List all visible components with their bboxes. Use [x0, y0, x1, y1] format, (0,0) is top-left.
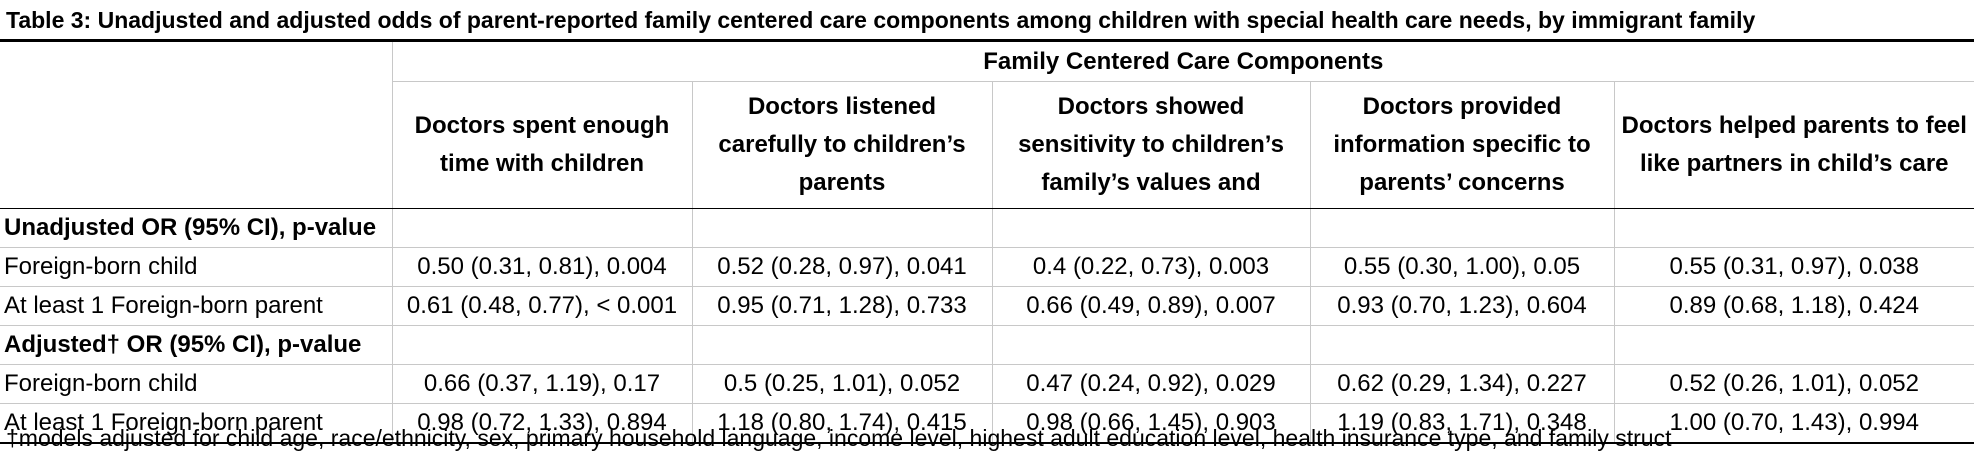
table-cell: 0.89 (0.68, 1.18), 0.424 [1613, 286, 1974, 326]
table-cell: 0.55 (0.31, 0.97), 0.038 [1613, 247, 1974, 287]
row-label: Foreign-born child [0, 247, 392, 287]
table-cell: 0.55 (0.30, 1.00), 0.05 [1309, 247, 1614, 287]
row-label: At least 1 Foreign-born parent [0, 286, 392, 326]
table-cell: 0.62 (0.29, 1.34), 0.227 [1309, 364, 1614, 404]
table-footnote: †models adjusted for child age, race/eth… [6, 425, 1672, 451]
section-blank-cell [1613, 208, 1974, 248]
table-cell: 0.66 (0.49, 0.89), 0.007 [991, 286, 1310, 326]
section-blank-cell [691, 325, 992, 365]
table-cell: 0.4 (0.22, 0.73), 0.003 [991, 247, 1310, 287]
table-cell: 1.19 (0.83, 1.71), 0.348 [1309, 403, 1614, 444]
table-row: Foreign-born child 0.66 (0.37, 1.19), 0.… [0, 364, 1974, 404]
table-cell: 0.52 (0.28, 0.97), 0.041 [691, 247, 992, 287]
stub-header-blank [0, 41, 392, 82]
section-blank-cell [391, 325, 692, 365]
table-cell: 0.47 (0.24, 0.92), 0.029 [991, 364, 1310, 404]
table-cell: 1.00 (0.70, 1.43), 0.994 [1613, 403, 1974, 444]
table-cell: 0.52 (0.26, 1.01), 0.052 [1613, 364, 1974, 404]
column-group-header: Family Centered Care Components [391, 40, 1974, 82]
row-label: Foreign-born child [0, 364, 392, 404]
odds-ratio-table: Family Centered Care Components Doctors … [0, 39, 1974, 444]
section-blank-cell [991, 208, 1310, 248]
section-blank-cell [391, 208, 692, 248]
table-row: At least 1 Foreign-born parent 0.61 (0.4… [0, 286, 1974, 326]
table-cell: 0.50 (0.31, 0.81), 0.004 [391, 247, 692, 287]
table-cell: 0.61 (0.48, 0.77), < 0.001 [391, 286, 692, 326]
section-blank-cell [991, 325, 1310, 365]
table-title: Table 3: Unadjusted and adjusted odds of… [6, 7, 1756, 33]
section-label-unadjusted: Unadjusted OR (95% CI), p-value [0, 208, 392, 248]
section-blank-cell [1309, 325, 1614, 365]
table-cell: 0.93 (0.70, 1.23), 0.604 [1309, 286, 1614, 326]
column-header-information: Doctors provided information specific to… [1309, 81, 1614, 209]
section-blank-cell [1613, 325, 1974, 365]
table-cell: 0.95 (0.71, 1.28), 0.733 [691, 286, 992, 326]
row-label: At least 1 Foreign-born parent [0, 403, 392, 444]
column-header-time: Doctors spent enough time with children [391, 81, 692, 209]
table-row: At least 1 Foreign-born parent 0.98 (0.7… [0, 403, 1974, 444]
section-blank-cell [1309, 208, 1614, 248]
table-cell: 0.98 (0.66, 1.45), 0.903 [991, 403, 1310, 444]
column-header-sensitivity: Doctors showed sensitivity to children’s… [991, 81, 1310, 209]
stub-header-blank-2 [0, 81, 392, 209]
section-label-adjusted: Adjusted† OR (95% CI), p-value [0, 325, 392, 365]
table-cell: 0.66 (0.37, 1.19), 0.17 [391, 364, 692, 404]
table-cell: 0.5 (0.25, 1.01), 0.052 [691, 364, 992, 404]
table-cell: 0.98 (0.72, 1.33), 0.894 [391, 403, 692, 444]
table-row: Foreign-born child 0.50 (0.31, 0.81), 0.… [0, 247, 1974, 287]
column-header-partners: Doctors helped parents to feel like part… [1613, 81, 1974, 209]
table-cell: 1.18 (0.80, 1.74), 0.415 [691, 403, 992, 444]
column-header-listened: Doctors listened carefully to children’s… [691, 81, 992, 209]
section-blank-cell [691, 208, 992, 248]
